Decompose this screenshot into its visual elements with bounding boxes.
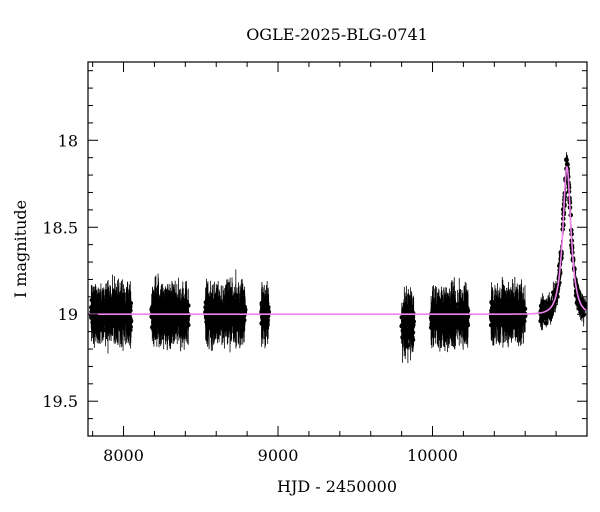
y-tick-label: 19.5 [42,392,78,411]
data-point [97,306,103,312]
y-tick-label: 19 [58,305,78,324]
data-point [432,321,438,327]
data-point [512,300,518,305]
data-point [109,317,115,323]
data-point [208,297,213,303]
data-point [124,308,130,314]
data-point [401,319,407,325]
data-point [456,314,461,320]
data-point [582,301,588,307]
data-point [208,309,213,315]
data-point [263,319,269,325]
y-axis-label: I magnitude [11,200,30,298]
data-point [437,325,443,331]
data-point [460,316,466,322]
axis-ticks: 8000 9000 10000 18 18.5 19 19.5 [42,62,588,465]
data-point [227,290,233,295]
data-point [443,317,449,322]
model-curve [88,166,588,315]
data-point [150,305,155,310]
data-point [127,321,133,326]
data-point [232,317,238,322]
data-point [410,334,415,340]
data-point [119,315,124,320]
data-point [462,302,468,308]
data-point [225,325,231,330]
x-axis-label: HJD - 2450000 [277,477,397,496]
data-point [500,306,506,311]
data-points [88,152,588,364]
data-point [228,305,233,310]
data-point [519,316,524,322]
data-point [165,307,170,312]
data-point [125,304,130,309]
data-point [497,321,502,326]
data-point [168,302,174,308]
data-point [214,308,220,313]
data-point [402,328,408,334]
data-point [177,308,182,313]
data-point [231,298,237,304]
data-point [203,304,209,310]
data-point [104,306,109,312]
data-point [265,304,271,310]
data-point [181,323,187,328]
data-point [212,315,218,320]
data-point [217,304,222,310]
y-tick-label: 18.5 [42,218,78,237]
data-point [204,315,209,321]
data-point [259,321,264,326]
data-point [545,311,550,316]
data-point [458,321,464,327]
data-point [539,313,544,319]
data-point [226,315,232,321]
data-point [209,322,215,328]
chart-title: OGLE-2025-BLG-0741 [246,25,428,44]
x-tick-label: 10000 [407,446,458,465]
data-point [490,309,495,315]
data-point [171,323,176,328]
data-point [449,305,455,311]
data-point [503,315,509,321]
data-point [180,303,186,309]
data-point [219,323,225,328]
data-point [453,320,458,326]
x-tick-label: 8000 [103,446,144,465]
data-point [102,301,107,307]
data-point [238,322,243,328]
data-point [565,162,570,167]
data-point [128,300,134,306]
data-point [495,309,500,314]
data-point [442,306,448,312]
data-point [515,315,521,321]
data-point [184,317,189,323]
x-tick-label: 9000 [258,446,299,465]
data-point [91,316,96,322]
data-point [405,343,411,348]
data-point [490,320,496,325]
data-point [235,306,241,312]
data-point [436,308,442,313]
data-point [539,318,545,324]
data-point [106,303,112,308]
y-tick-label: 18 [58,131,78,150]
data-point [511,307,517,313]
data-point [204,309,210,315]
data-point [504,325,509,330]
plot-frame [87,61,588,437]
data-point [115,324,121,329]
data-point [564,157,569,163]
data-point [155,301,161,306]
